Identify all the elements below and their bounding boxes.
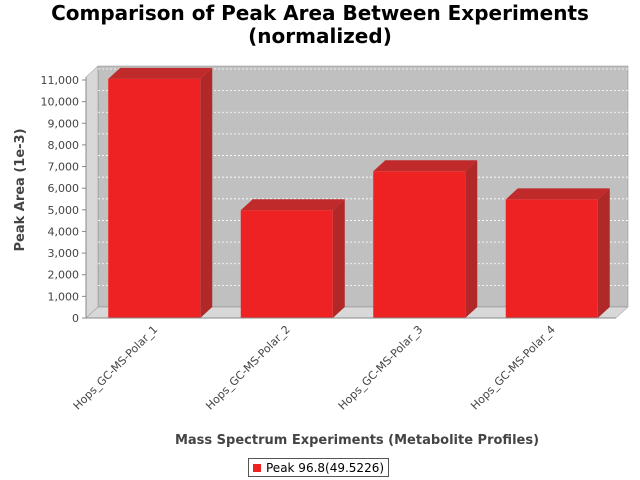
y-tick-label: 9,000 <box>48 117 80 130</box>
chart-title-line1: Comparison of Peak Area Between Experime… <box>51 1 589 25</box>
y-tick-label: 3,000 <box>48 247 80 260</box>
chart-title-line2: (normalized) <box>248 24 392 48</box>
y-axis: 0 1,000 2,000 3,000 4,000 5,000 6,000 7,000 8,00… <box>41 74 87 325</box>
y-tick-label: 8,000 <box>48 139 80 152</box>
x-tick-label: Hops_GC-MS-Polar_3 <box>336 323 426 413</box>
bar-side <box>597 188 610 318</box>
bar-top <box>373 160 478 172</box>
bar <box>108 78 201 318</box>
y-tick-label: 7,000 <box>48 161 80 174</box>
y-tick-label: 5,000 <box>48 204 80 217</box>
y-axis-title: Peak Area (1e-3) <box>13 128 28 251</box>
legend-swatch <box>253 463 261 472</box>
bar <box>240 210 333 318</box>
y-tick-label: 10,000 <box>41 96 80 109</box>
bar <box>505 199 598 318</box>
bars <box>108 67 610 318</box>
plot-left-wall <box>85 65 99 319</box>
y-tick-label: 4,000 <box>48 225 80 238</box>
x-axis: Hops_GC-MS-Polar_1 Hops_GC-MS-Polar_2 Hops… <box>71 317 616 413</box>
y-tick-label: 2,000 <box>48 269 80 282</box>
bar-group <box>240 199 345 318</box>
bar-side <box>200 67 213 318</box>
x-tick-label: Hops_GC-MS-Polar_1 <box>71 323 161 413</box>
x-axis-title: Mass Spectrum Experiments (Metabolite Pr… <box>175 433 539 448</box>
bar-top <box>108 67 213 79</box>
chart-title: Comparison of Peak Area Between Experime… <box>0 2 640 48</box>
bar-top <box>505 188 610 200</box>
legend-label: Peak 96.8(49.5226) <box>266 460 385 475</box>
y-tick-label: 11,000 <box>41 74 80 87</box>
bar-top <box>240 199 345 211</box>
bar-side <box>465 160 478 318</box>
bar <box>373 171 466 318</box>
bar-group <box>373 160 478 318</box>
x-tick-label: Hops_GC-MS-Polar_4 <box>468 323 558 413</box>
bar-side <box>332 199 345 318</box>
bar-group <box>108 67 213 318</box>
y-tick-label: 1,000 <box>48 290 80 303</box>
bar-group <box>505 188 610 318</box>
y-tick-label: 0 <box>72 312 79 325</box>
y-tick-label: 6,000 <box>48 182 80 195</box>
x-tick-label: Hops_GC-MS-Polar_2 <box>203 323 293 413</box>
legend: Peak 96.8(49.5226) <box>248 458 390 477</box>
